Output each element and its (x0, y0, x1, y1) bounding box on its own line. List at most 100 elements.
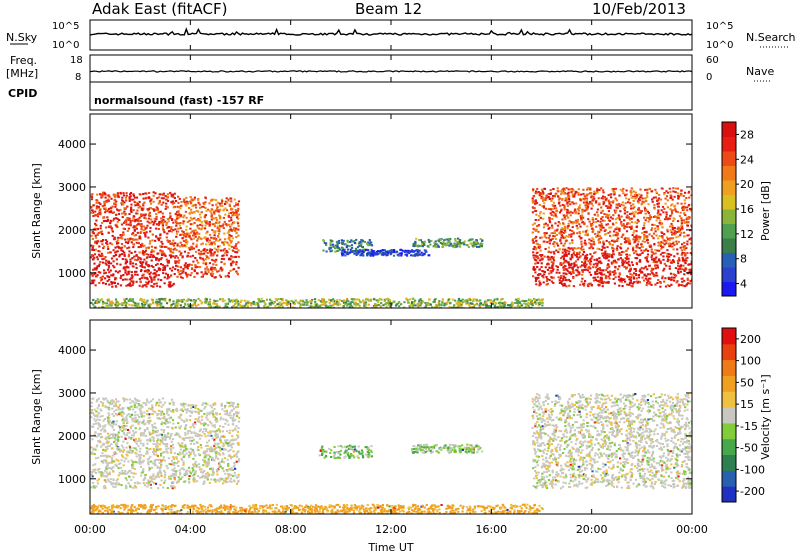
data-cell (551, 197, 554, 200)
data-cell (595, 221, 598, 223)
data-cell (675, 187, 678, 190)
data-cell (672, 237, 675, 240)
data-cell (573, 250, 576, 253)
data-cell (410, 250, 413, 253)
data-cell (524, 300, 528, 302)
data-cell (207, 257, 210, 260)
data-cell (199, 237, 202, 240)
data-cell (664, 197, 667, 200)
data-cell (161, 193, 164, 196)
data-cell (626, 283, 629, 286)
data-cell (537, 224, 540, 227)
data-cell (535, 202, 539, 205)
data-cell (171, 193, 174, 196)
data-cell (110, 281, 113, 283)
data-cell (535, 190, 538, 193)
data-cell (608, 277, 611, 280)
data-cell (538, 192, 541, 195)
data-cell (149, 303, 153, 306)
data-cell (543, 240, 546, 243)
data-cell (657, 279, 660, 281)
data-cell (404, 249, 407, 252)
data-cell (593, 252, 596, 255)
data-cell (685, 197, 688, 199)
data-cell (357, 249, 360, 252)
data-cell (576, 266, 579, 269)
data-cell (280, 303, 283, 306)
data-cell (551, 210, 554, 213)
data-cell (670, 253, 673, 256)
data-cell (94, 284, 97, 287)
data-cell (578, 256, 581, 259)
data-cell (104, 277, 107, 280)
data-cell (179, 245, 182, 248)
data-cell (198, 266, 201, 269)
data-cell (181, 271, 184, 274)
data-cell (606, 267, 609, 270)
data-cell (219, 267, 222, 270)
data-cell (164, 299, 167, 302)
data-cell (565, 235, 568, 238)
data-cell (336, 242, 339, 245)
data-cell (474, 241, 477, 244)
data-cell (237, 266, 240, 269)
data-cell (553, 245, 556, 248)
data-cell (663, 251, 666, 254)
data-cell (214, 268, 217, 271)
data-cell (651, 227, 654, 230)
data-cell (613, 271, 616, 274)
data-cell (619, 257, 622, 260)
data-cell (571, 201, 574, 204)
data-cell (149, 271, 152, 274)
data-cell (614, 218, 617, 221)
data-cell (96, 256, 99, 259)
data-cell (126, 247, 129, 250)
data-cell (332, 245, 335, 248)
data-cell (650, 216, 653, 219)
data-cell (285, 304, 288, 306)
data-cell (215, 238, 218, 241)
station-title: Adak East (fitACF) (92, 0, 227, 18)
data-cell (164, 208, 167, 210)
data-cell (568, 266, 571, 269)
data-cell (189, 216, 192, 219)
data-cell (659, 260, 662, 263)
data-cell (147, 217, 150, 220)
data-cell (123, 220, 126, 223)
data-cell (185, 273, 188, 276)
data-cell (646, 249, 650, 252)
data-cell (690, 188, 692, 191)
data-cell (458, 299, 461, 302)
data-cell (689, 208, 692, 211)
data-cell (136, 231, 139, 234)
data-cell (628, 242, 631, 245)
data-cell (185, 204, 188, 207)
data-cell (235, 216, 239, 219)
data-cell (461, 242, 464, 245)
data-cell (589, 273, 593, 276)
data-cell (622, 223, 625, 226)
data-cell (137, 242, 140, 245)
data-cell (344, 243, 347, 246)
data-cell (596, 272, 599, 275)
data-cell (665, 213, 668, 216)
data-cell (223, 299, 226, 302)
data-cell (394, 304, 398, 307)
data-cell (92, 231, 95, 234)
data-cell (590, 202, 593, 205)
data-cell (643, 249, 646, 252)
data-cell (141, 285, 144, 288)
data-cell (656, 282, 659, 284)
data-cell (125, 221, 128, 224)
data-cell (199, 216, 202, 219)
data-cell (644, 277, 647, 280)
data-cell (178, 213, 181, 216)
data-cell (669, 245, 672, 248)
nsky-label: N.Sky (6, 31, 38, 44)
data-cell (572, 202, 575, 205)
data-cell (337, 249, 340, 252)
data-cell (142, 225, 146, 228)
data-cell (571, 226, 574, 229)
data-cell (547, 227, 550, 230)
data-cell (177, 195, 180, 198)
